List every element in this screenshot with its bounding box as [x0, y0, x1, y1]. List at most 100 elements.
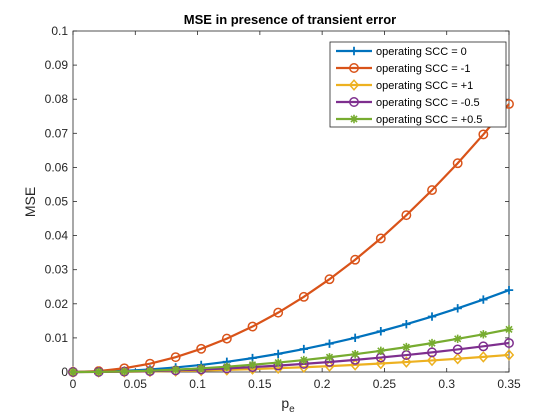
asterisk-marker — [453, 334, 462, 344]
circle-marker — [349, 97, 359, 107]
plus-marker — [376, 327, 386, 336]
plus-marker — [427, 312, 437, 321]
plus-marker — [349, 46, 359, 56]
x-tick-label: 0.2 — [314, 377, 331, 391]
asterisk-marker — [349, 114, 359, 124]
y-axis: 0 0.01 0.02 0.03 0.04 0.05 0.06 0.07 0.08 0.09 0.1 — [45, 24, 509, 379]
asterisk-marker — [376, 346, 386, 355]
series-1 — [68, 99, 514, 377]
x-axis-label-subscript: e — [289, 404, 295, 415]
asterisk-marker — [196, 364, 206, 373]
diamond-marker — [298, 361, 310, 374]
asterisk-marker — [248, 360, 257, 369]
legend-label: operating SCC = 0 — [376, 46, 467, 58]
circle-marker — [196, 343, 207, 354]
asterisk-marker — [171, 365, 180, 374]
circle-marker — [427, 185, 437, 196]
plus-marker — [273, 349, 283, 359]
circle-marker — [349, 63, 359, 73]
asterisk-marker — [273, 358, 283, 367]
plus-marker — [350, 333, 360, 342]
circle-marker — [401, 210, 412, 221]
diamond-marker — [348, 79, 360, 91]
circle-marker — [452, 344, 463, 355]
circle-marker — [478, 341, 489, 352]
circle-marker — [427, 347, 437, 358]
x-tick-label: 0.1 — [189, 377, 206, 391]
x-tick-label: 0.15 — [248, 377, 272, 391]
x-tick-label: 0.3 — [438, 377, 455, 391]
circle-marker — [350, 254, 361, 265]
circle-marker — [375, 233, 386, 244]
diamond-marker — [503, 349, 515, 361]
x-axis: 0 0.05 0.1 0.15 0.2 0.25 0.3 0.35 — [70, 31, 521, 391]
y-tick-label: 0.03 — [45, 263, 69, 277]
x-axis-label-main: p — [281, 395, 289, 411]
y-tick-label: 0.07 — [45, 126, 69, 140]
plus-marker — [325, 339, 334, 348]
x-tick-label: 0 — [70, 377, 77, 391]
series-line — [72, 328, 510, 374]
x-tick-label: 0.35 — [497, 377, 521, 391]
y-tick-label: 0.01 — [45, 331, 69, 345]
circle-marker — [452, 158, 463, 169]
y-tick-label: 0.1 — [51, 24, 68, 38]
circle-marker — [478, 129, 489, 140]
plus-marker — [479, 295, 488, 304]
asterisk-marker — [299, 355, 309, 365]
asterisk-marker — [427, 338, 437, 348]
y-tick-label: 0.08 — [45, 92, 69, 106]
circle-marker — [221, 333, 232, 344]
plus-marker — [402, 319, 411, 329]
diamond-marker — [426, 354, 438, 367]
y-tick-label: 0.06 — [45, 160, 69, 174]
diamond-marker — [401, 356, 412, 368]
asterisk-marker — [350, 349, 360, 359]
diamond-marker — [478, 351, 489, 363]
x-tick-label: 0.25 — [373, 377, 397, 391]
circle-marker — [504, 338, 514, 348]
legend-entry: operating SCC = +0.5 — [336, 114, 482, 126]
asterisk-marker — [402, 342, 411, 352]
x-tick-label: 0.05 — [124, 377, 148, 391]
asterisk-marker — [325, 353, 334, 362]
circle-marker — [273, 307, 284, 318]
asterisk-marker — [479, 330, 488, 339]
asterisk-marker — [504, 325, 514, 334]
legend-entry: operating SCC = 0 — [336, 46, 467, 58]
legend-label: operating SCC = -1 — [376, 63, 470, 75]
circle-marker — [247, 321, 258, 332]
series-layer — [67, 99, 515, 378]
y-tick-label: 0 — [61, 365, 68, 379]
y-tick-label: 0.09 — [45, 58, 69, 72]
plus-marker — [453, 304, 462, 313]
diamond-marker — [452, 352, 463, 365]
legend-entry: operating SCC = -1 — [336, 63, 470, 75]
chart-title: MSE in presence of transient error — [184, 12, 396, 27]
x-axis-label: pe — [281, 395, 295, 415]
legend-label: operating SCC = +0.5 — [376, 114, 482, 126]
plus-marker — [504, 285, 514, 295]
circle-marker — [298, 291, 309, 302]
asterisk-marker — [94, 367, 103, 377]
circle-marker — [170, 352, 181, 363]
legend-label: operating SCC = -0.5 — [376, 97, 480, 109]
asterisk-marker — [222, 362, 232, 371]
y-tick-label: 0.04 — [45, 229, 69, 243]
diamond-marker — [375, 357, 387, 370]
legend-entry: operating SCC = -0.5 — [336, 97, 480, 109]
legend-label: operating SCC = +1 — [376, 80, 473, 92]
series-4 — [68, 325, 514, 377]
asterisk-marker — [120, 367, 129, 376]
legend-entry: operating SCC = +1 — [336, 79, 473, 92]
legend-box — [329, 41, 507, 128]
y-tick-label: 0.05 — [45, 195, 69, 209]
asterisk-marker — [68, 367, 78, 377]
plus-marker — [299, 344, 309, 354]
legend: operating SCC = 0 operating SCC = -1 opera… — [329, 41, 507, 128]
y-tick-label: 0.02 — [45, 297, 69, 311]
circle-marker — [324, 274, 335, 285]
y-axis-label: MSE — [22, 187, 38, 217]
asterisk-marker — [145, 366, 155, 375]
